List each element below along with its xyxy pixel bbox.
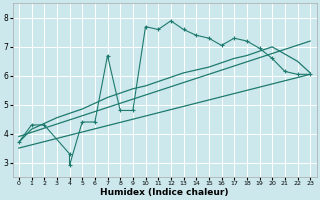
X-axis label: Humidex (Indice chaleur): Humidex (Indice chaleur) [100,188,229,197]
